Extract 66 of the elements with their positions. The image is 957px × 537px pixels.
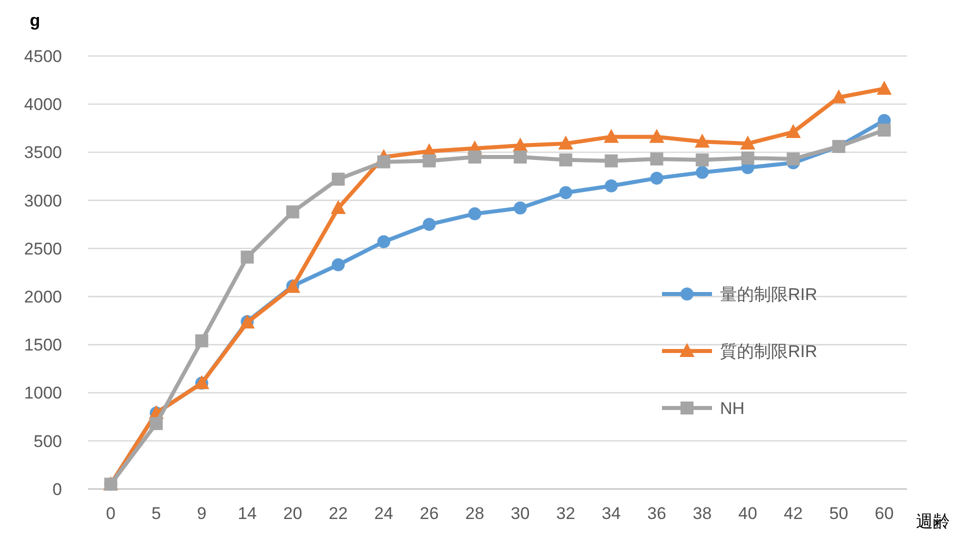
point [514,150,527,164]
point [240,250,254,264]
point [649,128,664,143]
point [650,152,664,166]
legend-label: NH [720,398,745,418]
x-tick-label: 36 [647,504,666,523]
point [332,258,345,272]
x-tick-label: 28 [465,504,484,523]
point [468,207,482,220]
point [558,136,574,150]
x-tick-label: 42 [784,504,803,523]
point [740,136,756,150]
point [696,153,709,166]
point [377,235,390,248]
point [604,154,618,168]
x-tick-label: 60 [874,504,894,523]
point [741,151,754,164]
point [559,186,572,200]
point [604,179,618,192]
x-tick-label: 34 [602,504,621,523]
point [786,124,801,138]
x-tick-label: 22 [328,504,348,523]
x-tick-label: 32 [556,504,576,523]
point [696,166,709,179]
x-tick-label: 38 [692,504,712,523]
y-tick-label: 3000 [24,191,62,210]
x-tick-label: 9 [197,504,206,523]
x-tick-label: 20 [283,504,302,523]
y-axis-title: g [30,11,40,30]
point [604,128,619,143]
point [330,200,346,214]
y-tick-label: 0 [52,480,62,499]
y-tick-label: 1500 [24,336,62,355]
legend-label: 量的制限RIR [720,284,818,304]
y-tick-label: 3500 [24,143,62,162]
point [286,205,300,218]
y-tick-label: 500 [34,432,62,451]
y-tick-label: 2000 [24,288,62,307]
y-tick-label: 4500 [24,46,62,66]
point [514,202,527,215]
y-tick-label: 4000 [24,95,62,114]
y-tick-label: 1000 [24,384,62,403]
point [150,417,163,430]
x-tick-label: 26 [420,504,439,523]
x-axis-title: 週齢 [916,512,950,531]
y-tick-label: 2500 [24,239,62,258]
point [468,150,482,164]
point [559,153,572,166]
x-tick-label: 50 [829,504,848,523]
x-tick-label: 30 [510,504,530,523]
point [195,334,208,348]
point [694,134,710,148]
x-tick-label: 0 [106,504,116,523]
point [332,172,345,186]
x-tick-label: 24 [374,504,394,523]
legend-label: 質的制限RIR [720,342,818,361]
x-tick-label: 5 [152,504,161,523]
point [650,172,664,185]
point [422,218,436,231]
point [422,154,436,168]
point [786,152,800,166]
x-tick-label: 40 [738,504,758,523]
point [878,124,891,137]
x-tick-label: 14 [238,504,257,523]
point [876,80,892,95]
point [377,155,390,168]
